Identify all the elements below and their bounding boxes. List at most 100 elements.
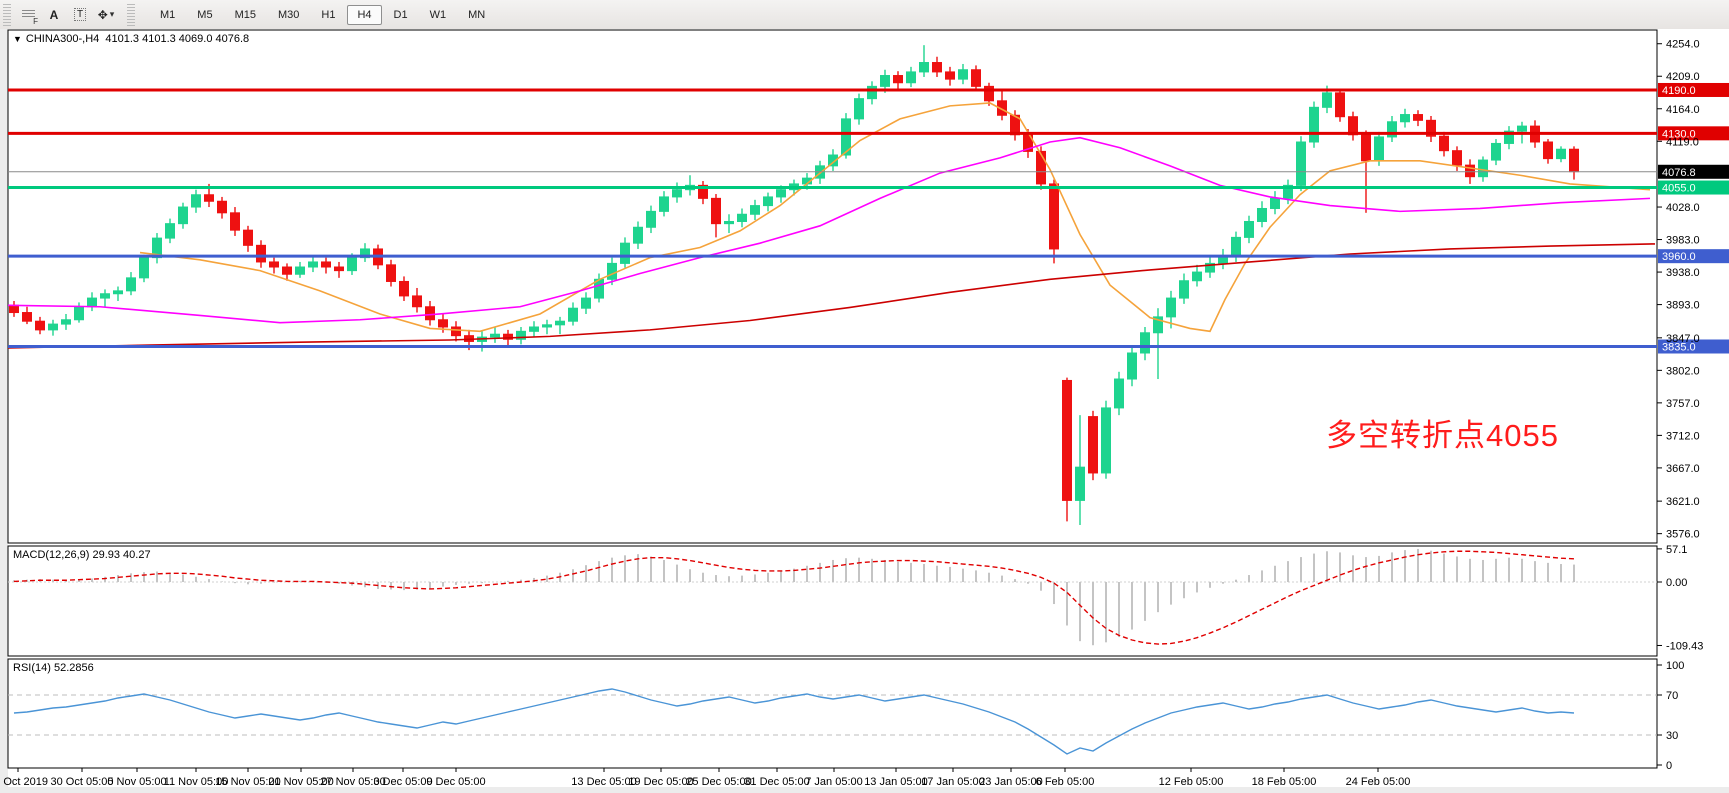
- candle-bear: [438, 319, 448, 328]
- top-toolbar: F A T ✥ ▾ M1 M5 M15 M30 H1 H4 D1 W1 MN: [0, 0, 1729, 30]
- x-axis-date-label[interactable]: 5 Nov 05:00: [107, 776, 166, 788]
- candle-bear: [1049, 183, 1059, 250]
- x-axis-date-label[interactable]: 31 Dec 05:00: [744, 776, 809, 788]
- macd-signal-line: [13, 550, 1575, 645]
- candle-bull: [1101, 407, 1111, 474]
- candle-bear: [932, 62, 942, 73]
- candle-bull: [776, 189, 786, 198]
- y-axis-label: 3802.0: [1666, 365, 1700, 377]
- candle-bull: [1400, 114, 1410, 123]
- candle-bull: [542, 324, 552, 328]
- timeframe-button-h4[interactable]: H4: [347, 4, 382, 25]
- candle-bear: [1452, 150, 1462, 166]
- candle-bull: [113, 290, 123, 295]
- x-axis-date-label[interactable]: 30 Oct 05:00: [51, 776, 114, 788]
- main-panel[interactable]: [7, 29, 1658, 544]
- candle-bear: [984, 85, 994, 102]
- candle-bear: [425, 306, 435, 321]
- timeframe-button-w1[interactable]: W1: [429, 8, 447, 21]
- x-axis-date-label[interactable]: 3 Dec 05:00: [373, 776, 432, 788]
- candle-bull: [737, 213, 747, 222]
- candle-bull: [61, 319, 71, 325]
- chart-title[interactable]: ▼ CHINA300-,H4 4101.3 4101.3 4069.0 4076.…: [13, 33, 249, 45]
- candle-bull: [659, 196, 669, 212]
- text-a-icon: A: [49, 7, 59, 22]
- candle-bear: [386, 264, 396, 282]
- timeframe-button-d1[interactable]: D1: [393, 8, 408, 21]
- text-t-icon: T: [73, 8, 87, 21]
- x-axis-date-label[interactable]: 23 Jan 05:00: [979, 776, 1043, 788]
- text-label-tool-button[interactable]: A: [42, 3, 66, 27]
- candle-bear: [711, 197, 721, 225]
- y-axis-label: 3667.0: [1666, 463, 1700, 475]
- x-axis-date-label[interactable]: 19 Dec 05:00: [628, 776, 693, 788]
- candle-bull: [308, 261, 318, 268]
- x-axis-date-label[interactable]: 24 Feb 05:00: [1346, 776, 1411, 788]
- timeframe-button-mn[interactable]: MN: [468, 8, 486, 21]
- x-axis-date-label[interactable]: 13 Jan 05:00: [864, 776, 928, 788]
- chart-annotation-text[interactable]: 多空转折点4055: [1326, 418, 1559, 453]
- ma-fast-orange: [139, 102, 1651, 333]
- candle-bear: [1569, 148, 1579, 173]
- candle-bull: [1491, 142, 1501, 161]
- chevron-down-icon[interactable]: ▾: [109, 9, 115, 19]
- candle-bull: [672, 189, 682, 198]
- cursor-tool-button[interactable]: ✥ ▾: [94, 3, 118, 27]
- timeframe-button-m5[interactable]: M5: [197, 8, 213, 21]
- price-badge: [1658, 180, 1729, 195]
- collapse-triangle-icon[interactable]: ▼: [13, 34, 22, 44]
- rsi-axis-label: 30: [1666, 730, 1678, 742]
- candle-bull: [633, 226, 643, 244]
- timeframe-button-m30[interactable]: M30: [277, 8, 300, 21]
- candle-bull: [1387, 121, 1397, 138]
- candle-bear: [1062, 379, 1072, 501]
- x-axis-date-label[interactable]: 13 Dec 05:00: [571, 776, 636, 788]
- candle-bear: [1465, 164, 1475, 178]
- x-axis-date-label[interactable]: 6 Feb 05:00: [1036, 776, 1095, 788]
- candle-bear: [1036, 150, 1046, 185]
- cursor-cross-icon: ✥: [97, 7, 108, 22]
- timeframe-button-m1[interactable]: M1: [160, 8, 176, 21]
- candle-bull: [1374, 136, 1384, 162]
- price-badge-label: 4076.8: [1662, 167, 1696, 179]
- x-axis-date-label[interactable]: 11 Nov 05:00: [164, 776, 229, 788]
- candle-bull: [1556, 148, 1566, 160]
- candle-bull: [178, 206, 188, 225]
- price-badge: [1658, 164, 1729, 179]
- candle-bear: [412, 295, 422, 308]
- x-axis-date-label[interactable]: 7 Jan 05:00: [805, 776, 863, 788]
- x-axis-date-label[interactable]: 24 Oct 2019: [0, 776, 48, 788]
- toolbar-grip-2[interactable]: [127, 3, 135, 26]
- x-axis-date-label[interactable]: 15 Nov 05:00: [215, 776, 280, 788]
- candle-bull: [1179, 280, 1189, 299]
- x-axis-date-label[interactable]: 18 Feb 05:00: [1252, 776, 1317, 788]
- x-axis-date-label[interactable]: 17 Jan 05:00: [921, 776, 985, 788]
- symbol-period-label: CHINA300-,H4: [25, 33, 100, 45]
- candle-bear: [256, 244, 266, 263]
- x-axis-date-label[interactable]: 25 Dec 05:00: [686, 776, 751, 788]
- candle-bull: [165, 223, 175, 239]
- grid-f-tool-button[interactable]: F: [16, 3, 40, 27]
- toolbar-grip[interactable]: [3, 3, 11, 26]
- candle-bull: [48, 323, 58, 331]
- x-axis-date-label[interactable]: 9 Dec 05:00: [426, 776, 485, 788]
- candle-bull: [841, 118, 851, 156]
- candle-bull: [1283, 184, 1293, 199]
- x-axis-date-label[interactable]: 12 Feb 05:00: [1159, 776, 1224, 788]
- timeframe-button-h1[interactable]: H1: [321, 8, 336, 21]
- candle-bull: [347, 257, 357, 272]
- macd-indicator-label: MACD(12,26,9) 29.93 40.27: [13, 549, 151, 561]
- candle-bull: [568, 307, 578, 322]
- candle-bear: [698, 184, 708, 199]
- x-axis-date-label[interactable]: 21 Nov 05:00: [268, 776, 333, 788]
- x-axis-date-label[interactable]: 27 Nov 05:00: [320, 776, 385, 788]
- candle-bull: [1231, 236, 1241, 257]
- candle-bear: [1361, 134, 1371, 162]
- y-axis-label: 4209.0: [1666, 71, 1700, 83]
- candle-bull: [529, 326, 539, 332]
- candle-bull: [867, 85, 877, 100]
- timeframe-button-m15[interactable]: M15: [234, 8, 256, 21]
- text-box-tool-button[interactable]: T: [68, 3, 92, 27]
- rsi-panel[interactable]: [7, 658, 1658, 769]
